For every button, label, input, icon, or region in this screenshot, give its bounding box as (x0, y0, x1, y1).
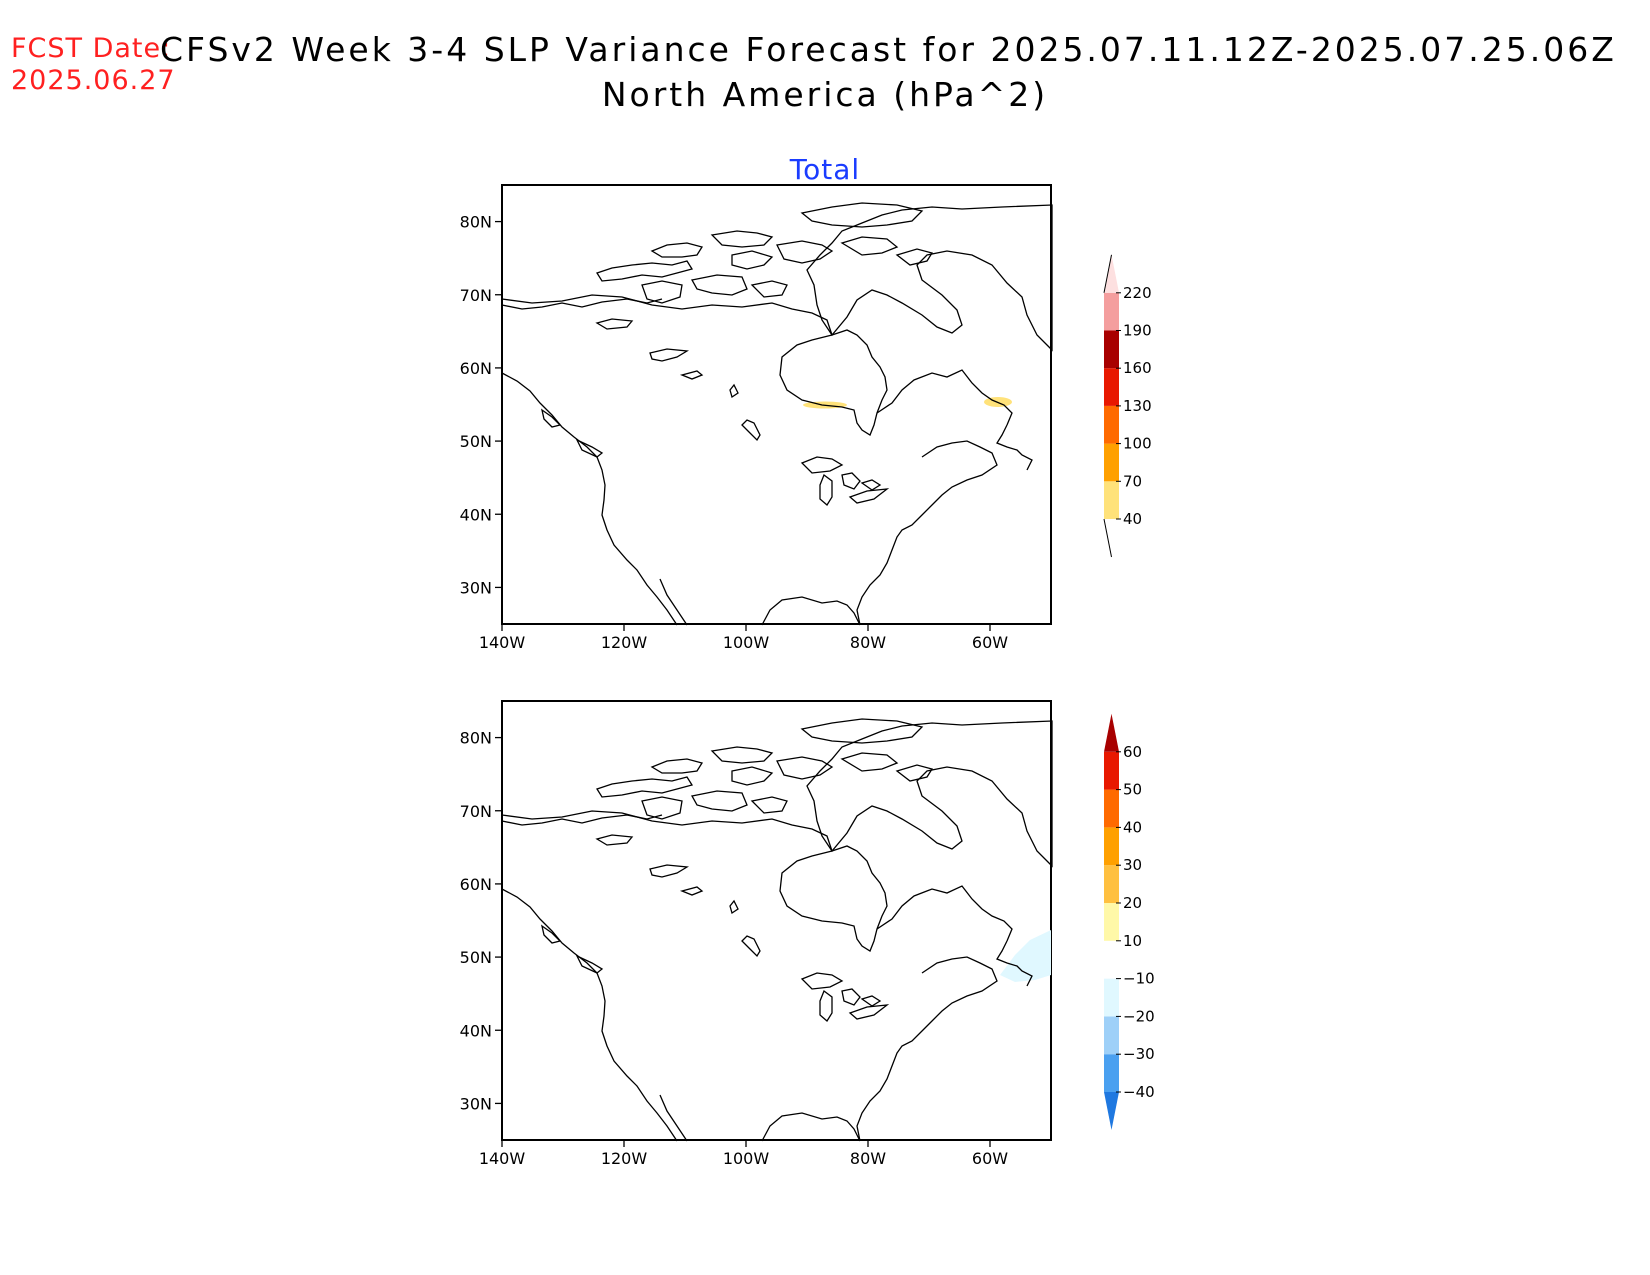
colorbar-segment-total (1104, 481, 1119, 519)
colorbar-label-total: 100 (1123, 435, 1152, 453)
colorbar-label-total: 70 (1123, 472, 1142, 490)
map-panel-anomaly: 80N 70N 60N 50N 40N 30N 140W 120W 100W 80W 60W −40… (460, 700, 1155, 1168)
colorbar-label-anomaly: 30 (1123, 856, 1142, 874)
colorbar-label-anomaly: 10 (1123, 932, 1142, 950)
lat-tick-label-anomaly: 70N (460, 802, 492, 821)
map-frame-anomaly (501, 700, 1052, 1141)
colorbar-segment-total (1104, 443, 1119, 482)
colorbar-over-triangle-total (1104, 254, 1119, 293)
figure-title: CFSv2 Week 3-4 SLP Variance Forecast for… (160, 30, 1617, 69)
colorbar-label-anomaly: 50 (1123, 781, 1142, 799)
colorbar-label-anomaly: 20 (1123, 894, 1142, 912)
colorbar-segment-anomaly (1104, 940, 1119, 979)
colorbar-segment-anomaly (1104, 978, 1119, 1017)
colorbar-label-total: 220 (1123, 284, 1152, 302)
colorbar-segment-total (1104, 405, 1119, 444)
colorbar-label-anomaly: −20 (1123, 1007, 1155, 1025)
lat-tick-label-anomaly: 30N (460, 1094, 492, 1113)
lat-tick-label-anomaly: 40N (460, 1021, 492, 1040)
colorbar-over-triangle-anomaly (1104, 713, 1119, 752)
map-panel-total: 80N 70N 60N 50N 40N 30N 140W 120W 100W 80W 60W 40 7… (460, 184, 1152, 652)
lat-tick-label-anomaly: 50N (460, 948, 492, 967)
colorbar-segment-total (1104, 330, 1119, 369)
lon-tick-label-anomaly: 60W (972, 1149, 1008, 1168)
lat-tick-label-total: 40N (460, 505, 492, 524)
colorbar-total: 40 70 100 130 160 190 220 (1103, 254, 1152, 558)
colorbar-segment-anomaly (1104, 1016, 1119, 1055)
colorbar-label-total: 190 (1123, 322, 1152, 340)
shaded-regions-anomaly (1000, 930, 1051, 982)
axis-ticks-anomaly: 80N 70N 60N 50N 40N 30N 140W 120W 100W 80W 60W (460, 729, 1009, 1168)
colorbar-label-total: 160 (1123, 359, 1152, 377)
lat-tick-label-total: 80N (460, 213, 492, 232)
colorbar-label-total: 130 (1123, 397, 1152, 415)
lon-tick-label-total: 60W (972, 633, 1008, 652)
colorbar-label-anomaly: −40 (1123, 1083, 1155, 1101)
axis-ticks-total: 80N 70N 60N 50N 40N 30N 140W 120W 100W 80W 60W (460, 213, 1009, 652)
colorbar-anomaly: −40 −30 −20 −10 10 20 30 40 50 60 (1104, 713, 1155, 1130)
colorbar-segment-anomaly (1104, 1054, 1119, 1092)
lat-tick-label-total: 70N (460, 286, 492, 305)
newfoundland-negative-anomaly (1000, 930, 1051, 982)
colorbar-segment-anomaly (1104, 827, 1119, 866)
lon-tick-label-total: 80W (850, 633, 886, 652)
colorbar-edge-total (1103, 254, 1112, 293)
lon-tick-label-anomaly: 100W (723, 1149, 770, 1168)
colorbar-segment-anomaly (1104, 903, 1119, 941)
lon-tick-label-anomaly: 120W (601, 1149, 648, 1168)
colorbar-segment-anomaly (1104, 751, 1119, 790)
colorbar-label-anomaly: 60 (1123, 743, 1142, 761)
lat-tick-label-total: 50N (460, 432, 492, 451)
lon-tick-label-total: 120W (601, 633, 648, 652)
fcst-date-value: 2025.06.27 (11, 65, 176, 96)
lat-tick-label-anomaly: 60N (460, 875, 492, 894)
panel-title-total: Total (789, 153, 861, 186)
lon-tick-label-anomaly: 80W (850, 1149, 886, 1168)
lat-tick-label-total: 60N (460, 359, 492, 378)
colorbar-segment-total (1104, 292, 1119, 331)
colorbar-under-triangle-anomaly (1104, 1092, 1119, 1130)
lon-tick-label-total: 100W (723, 633, 770, 652)
colorbar-under-triangle-total (1104, 519, 1119, 557)
map-frame-total (501, 184, 1052, 625)
colorbar-segment-anomaly (1104, 865, 1119, 903)
colorbar-edge-total (1103, 518, 1112, 558)
fcst-date-label: FCST Date: (11, 33, 172, 64)
lat-tick-label-total: 30N (460, 578, 492, 597)
colorbar-label-anomaly: −30 (1123, 1045, 1155, 1063)
colorbar-label-total: 40 (1123, 510, 1142, 528)
lon-tick-label-anomaly: 140W (479, 1149, 526, 1168)
colorbar-segment-total (1104, 368, 1119, 406)
colorbar-label-anomaly: −10 (1123, 970, 1155, 988)
colorbar-label-anomaly: 40 (1123, 818, 1142, 836)
figure-subtitle: North America (hPa^2) (601, 75, 1049, 114)
lat-tick-label-anomaly: 80N (460, 729, 492, 748)
colorbar-segment-anomaly (1104, 789, 1119, 828)
lon-tick-label-total: 140W (479, 633, 526, 652)
